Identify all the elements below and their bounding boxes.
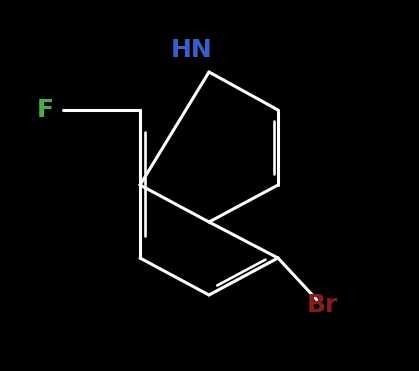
Text: F: F <box>36 98 54 122</box>
Text: HN: HN <box>171 38 213 62</box>
Text: Br: Br <box>306 293 338 317</box>
